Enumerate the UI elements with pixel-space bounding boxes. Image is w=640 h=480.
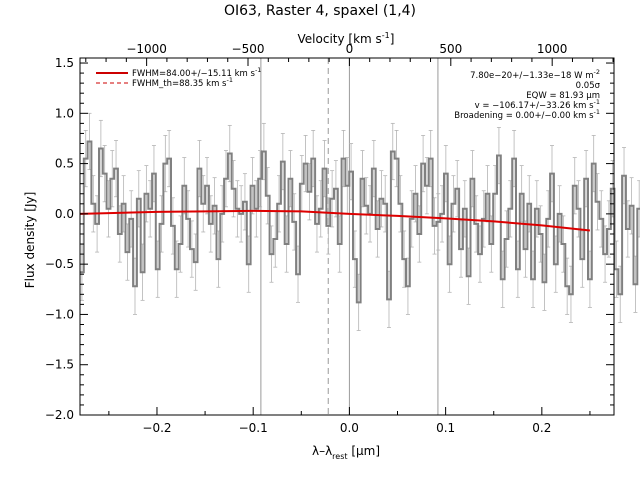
fit-line [79,209,591,232]
top-axis-label-text: Velocity [km s [298,32,382,46]
y-axis-label: Flux density [Jy] [23,192,37,289]
plot-frame [79,57,615,416]
top-axis-label-end: ] [390,32,395,46]
annotation-sup-3: -1 [594,98,600,106]
annotation-sup-4: -1 [594,108,600,116]
x-axis-label: λ–λrest [μm] [312,444,380,461]
legend-label-0: FWHM=84.00+/−15.11 km s-1 [132,66,261,79]
x-tick-label: −0.2 [142,421,171,435]
legend-label-sup-1: -1 [226,76,232,84]
y-tick-label: 0.0 [55,207,74,221]
annotation-sup-0: -2 [594,68,600,76]
spectrum-step-line [80,140,640,304]
x-axis-label-sub: rest [332,452,347,461]
y-tick-label: −1.5 [45,358,74,372]
y-tick-label: 1.5 [55,56,74,70]
y-tick-label: 1.0 [55,106,74,120]
x-axis-label-unit: [μm] [348,444,381,458]
x-tick-label: −0.1 [239,421,268,435]
x-tick-label: 0.0 [340,421,359,435]
chart-title: OI63, Raster 4, spaxel (1,4) [224,3,416,19]
axes [79,57,615,416]
top-axis-label-sup: -1 [382,31,390,40]
plot-area [79,58,640,415]
y-tick-label: −2.0 [45,408,74,422]
y-tick-label: 0.5 [55,157,74,171]
legend-label-sup-0: -1 [255,66,261,74]
top-tick-label: −500 [232,42,265,56]
annotation-2: EQW = 81.93 μm [526,91,600,101]
top-axis-label: Velocity [km s-1] [298,31,395,46]
annotation-3: v = −106.17+/−33.26 km s-1 [475,98,600,111]
y-tick-label: −0.5 [45,257,74,271]
y-tick-label: −1.0 [45,307,74,321]
x-axis-label-text: λ–λ [312,444,332,458]
annotation-4: Broadening = 0.00+/−0.00 km s-1 [454,108,600,121]
top-tick-label: 0 [346,42,354,56]
top-tick-label: 500 [439,42,462,56]
annotation-1: 0.05σ [576,81,601,91]
x-tick-label: 0.1 [436,421,455,435]
x-tick-label: 0.2 [532,421,551,435]
chart-labels: −0.2 −0.1 0.0 0.1 0.2 −2.0 −1.5 −1.0 −0.5 0.0 0.5 1… [45,42,601,435]
top-tick-label: −1000 [126,42,167,56]
top-tick-label: 1000 [537,42,568,56]
annotation-0: 7.80e−20+/−1.33e−18 W m-2 [470,68,600,81]
legend-label-1: FWHM_th=88.35 km s-1 [132,76,233,89]
